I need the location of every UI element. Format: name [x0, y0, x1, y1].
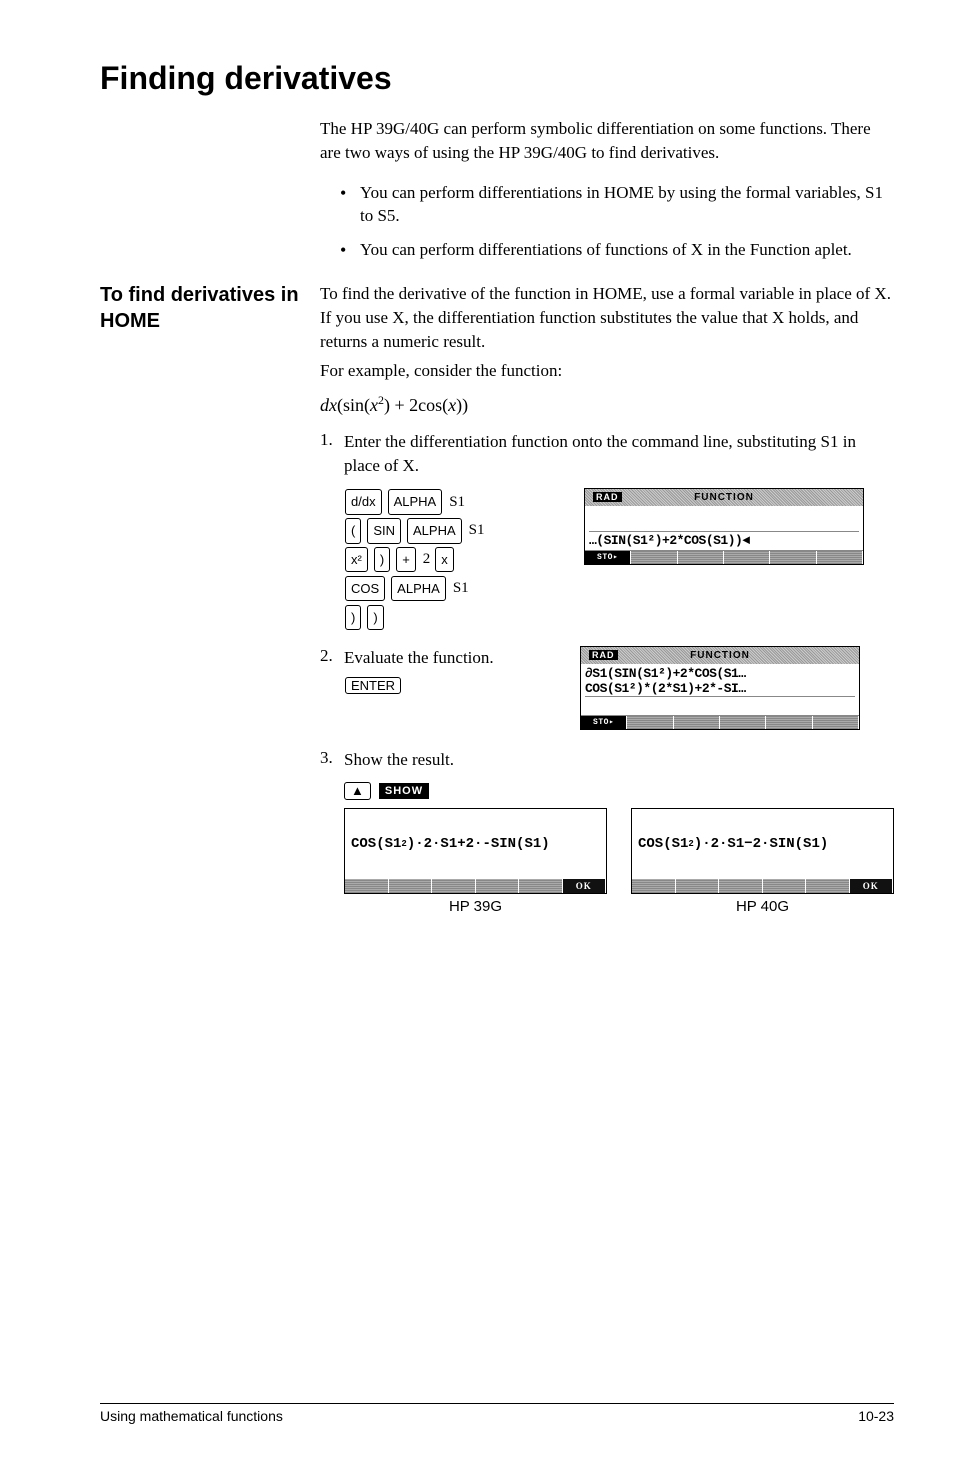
screen-title: FUNCTION [694, 492, 754, 503]
key-paren-close: ) [367, 605, 383, 630]
key-label: S1 [453, 580, 469, 596]
key-xsquared: x² [345, 547, 368, 572]
menu-ok: OK [563, 879, 607, 893]
calculator-screen-2: RAD FUNCTION ∂S1(SIN(S1²)+2*COS(S1… COS(… [580, 646, 860, 730]
key-cos: COS [345, 576, 385, 601]
menu-cell [813, 716, 859, 729]
result-screen-40g: COS(S12)·2·S1−2·SIN(S1) OK [631, 808, 894, 894]
menu-cell [770, 551, 816, 564]
step-text: Enter the differentiation function onto … [344, 430, 894, 478]
key-alpha: ALPHA [391, 576, 446, 601]
example-intro: For example, consider the function: [320, 359, 894, 383]
screen-title: FUNCTION [690, 650, 750, 661]
menu-cell [627, 716, 673, 729]
intro-paragraph: The HP 39G/40G can perform symbolic diff… [320, 117, 894, 165]
menu-ok: OK [850, 879, 894, 893]
menu-sto: STO▸ [581, 716, 627, 729]
caption-39g: HP 39G [344, 898, 607, 915]
result-menu: OK [345, 879, 606, 893]
screen-menu: STO▸ [581, 715, 859, 729]
step-number: 1. [320, 430, 344, 478]
screen-input-line [585, 696, 855, 713]
screen-line: ∂S1(SIN(S1²)+2*COS(S1… [585, 666, 855, 681]
menu-cell [766, 716, 812, 729]
page-footer: Using mathematical functions 10-23 [100, 1403, 894, 1424]
key-label: 2 [423, 551, 431, 567]
footer-left: Using mathematical functions [100, 1408, 283, 1424]
screen-menu: STO▸ [585, 550, 863, 564]
menu-cell [724, 551, 770, 564]
menu-cell [678, 551, 724, 564]
key-alpha: ALPHA [388, 489, 443, 514]
key-enter: ENTER [345, 677, 401, 694]
menu-sto: STO▸ [585, 551, 631, 564]
calculator-screen-1: RAD FUNCTION …(SIN(S1²)+2*COS(S1))◄ STO▸ [584, 488, 864, 565]
key-x: x [435, 547, 454, 572]
key-paren-open: ( [345, 518, 361, 543]
key-ddx: d/dx [345, 489, 382, 514]
screen-header: RAD FUNCTION [581, 647, 859, 664]
sidebar-heading: To find derivatives in HOME [100, 282, 320, 353]
menu-cell [720, 716, 766, 729]
step-number: 2. [320, 646, 344, 670]
key-plus: + [396, 547, 416, 572]
key-paren-close: ) [374, 547, 390, 572]
show-badge: SHOW [379, 783, 429, 799]
rad-indicator: RAD [589, 650, 618, 660]
screen-line: COS(S1²)*(2*S1)+2*-SI… [585, 681, 855, 696]
result-menu: OK [632, 879, 893, 893]
key-sequence: d/dx ALPHA S1 ( SIN ALPHA S1 x² ) + 2 x … [344, 488, 554, 632]
footer-right: 10-23 [858, 1408, 894, 1424]
menu-cell [631, 551, 677, 564]
menu-cell [817, 551, 863, 564]
bullet-item: You can perform differentiations of func… [340, 238, 894, 262]
key-label: S1 [449, 494, 465, 510]
rad-indicator: RAD [593, 492, 622, 502]
key-alpha: ALPHA [407, 518, 462, 543]
screen-header: RAD FUNCTION [585, 489, 863, 506]
bullet-item: You can perform differentiations in HOME… [340, 181, 894, 229]
result-expression: COS(S12)·2·S1−2·SIN(S1) [632, 809, 893, 879]
caption-40g: HP 40G [631, 898, 894, 915]
step-number: 3. [320, 748, 344, 772]
step-text: Evaluate the function. [344, 646, 560, 670]
page-heading: Finding derivatives [100, 60, 894, 97]
section-paragraph: To find the derivative of the function i… [320, 282, 894, 353]
screen-input-line: …(SIN(S1²)+2*COS(S1))◄ [589, 531, 859, 548]
step-text: Show the result. [344, 748, 894, 772]
bullet-list: You can perform differentiations in HOME… [340, 181, 894, 262]
math-formula: dx(sin(x2) + 2cos(x)) [320, 393, 894, 416]
menu-cell [674, 716, 720, 729]
result-expression: COS(S12)·2·S1+2·-SIN(S1) [345, 809, 606, 879]
key-sin: SIN [367, 518, 401, 543]
key-label: S1 [469, 522, 485, 538]
key-up-arrow: ▲ [344, 782, 371, 800]
key-paren-close: ) [345, 605, 361, 630]
result-screen-39g: COS(S12)·2·S1+2·-SIN(S1) OK [344, 808, 607, 894]
